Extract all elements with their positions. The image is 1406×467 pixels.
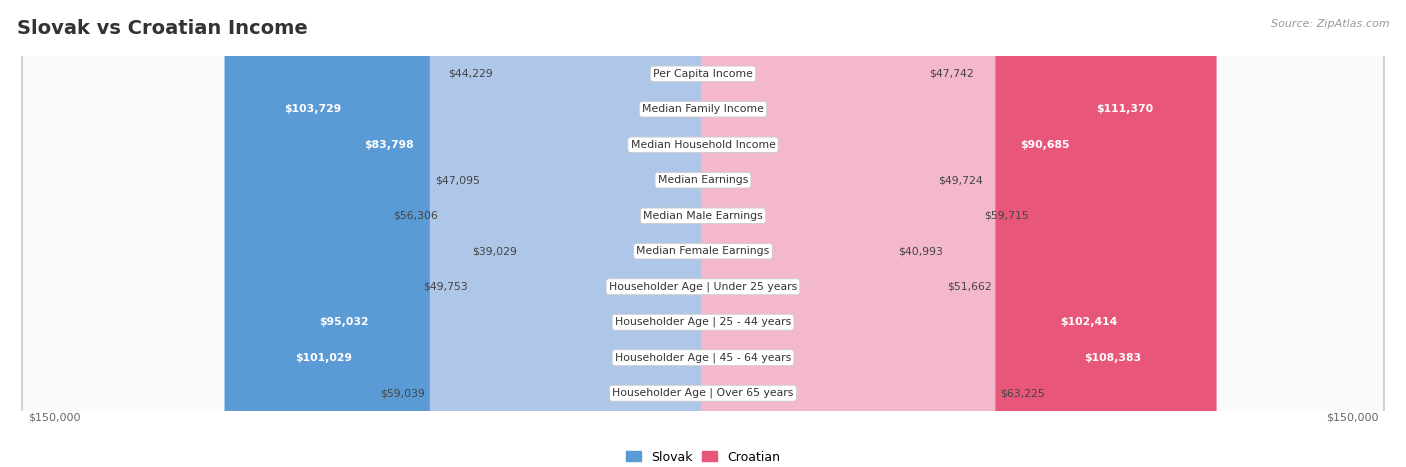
Text: $150,000: $150,000: [28, 413, 80, 423]
FancyBboxPatch shape: [702, 0, 980, 467]
Text: $51,662: $51,662: [948, 282, 991, 292]
Text: Median Family Income: Median Family Income: [643, 104, 763, 114]
FancyBboxPatch shape: [22, 0, 1384, 467]
FancyBboxPatch shape: [702, 0, 995, 467]
Text: $49,724: $49,724: [938, 175, 983, 185]
FancyBboxPatch shape: [498, 0, 704, 467]
Text: $47,095: $47,095: [434, 175, 479, 185]
Text: $56,306: $56,306: [392, 211, 437, 221]
FancyBboxPatch shape: [22, 0, 1384, 467]
FancyBboxPatch shape: [264, 0, 704, 467]
FancyBboxPatch shape: [443, 0, 704, 467]
Text: $95,032: $95,032: [319, 317, 368, 327]
Text: $49,753: $49,753: [423, 282, 468, 292]
Text: Slovak vs Croatian Income: Slovak vs Croatian Income: [17, 19, 308, 38]
FancyBboxPatch shape: [22, 0, 1384, 467]
Text: Median Household Income: Median Household Income: [630, 140, 776, 150]
Text: $102,414: $102,414: [1060, 317, 1116, 327]
FancyBboxPatch shape: [485, 0, 704, 467]
Text: Householder Age | Under 25 years: Householder Age | Under 25 years: [609, 282, 797, 292]
FancyBboxPatch shape: [225, 0, 704, 467]
FancyBboxPatch shape: [238, 0, 704, 467]
Text: Source: ZipAtlas.com: Source: ZipAtlas.com: [1271, 19, 1389, 28]
Text: Per Capita Income: Per Capita Income: [652, 69, 754, 79]
FancyBboxPatch shape: [702, 0, 924, 467]
Text: $83,798: $83,798: [364, 140, 413, 150]
Text: $90,685: $90,685: [1019, 140, 1070, 150]
Text: Median Male Earnings: Median Male Earnings: [643, 211, 763, 221]
Text: Householder Age | 25 - 44 years: Householder Age | 25 - 44 years: [614, 317, 792, 327]
Text: Householder Age | 45 - 64 years: Householder Age | 45 - 64 years: [614, 353, 792, 363]
Text: $150,000: $150,000: [1326, 413, 1378, 423]
Text: $101,029: $101,029: [295, 353, 352, 363]
FancyBboxPatch shape: [22, 0, 1384, 467]
Text: Householder Age | Over 65 years: Householder Age | Over 65 years: [612, 388, 794, 398]
FancyBboxPatch shape: [316, 0, 704, 467]
FancyBboxPatch shape: [22, 0, 1384, 467]
FancyBboxPatch shape: [702, 0, 934, 467]
Text: $59,715: $59,715: [984, 211, 1029, 221]
Text: Median Female Earnings: Median Female Earnings: [637, 246, 769, 256]
FancyBboxPatch shape: [702, 0, 1175, 467]
FancyBboxPatch shape: [702, 0, 1204, 467]
FancyBboxPatch shape: [22, 0, 1384, 467]
FancyBboxPatch shape: [702, 0, 942, 467]
FancyBboxPatch shape: [22, 0, 1384, 467]
FancyBboxPatch shape: [472, 0, 704, 467]
Text: $103,729: $103,729: [284, 104, 342, 114]
FancyBboxPatch shape: [702, 0, 1216, 467]
FancyBboxPatch shape: [22, 0, 1384, 467]
FancyBboxPatch shape: [522, 0, 704, 467]
Text: $111,370: $111,370: [1097, 104, 1153, 114]
Text: $63,225: $63,225: [1000, 388, 1045, 398]
Text: $47,742: $47,742: [929, 69, 974, 79]
Text: $108,383: $108,383: [1084, 353, 1142, 363]
Text: $44,229: $44,229: [449, 69, 494, 79]
Text: $59,039: $59,039: [380, 388, 425, 398]
FancyBboxPatch shape: [22, 0, 1384, 467]
FancyBboxPatch shape: [430, 0, 704, 467]
Text: $39,029: $39,029: [472, 246, 517, 256]
Legend: Slovak, Croatian: Slovak, Croatian: [621, 446, 785, 467]
FancyBboxPatch shape: [702, 0, 893, 467]
Text: $40,993: $40,993: [898, 246, 943, 256]
FancyBboxPatch shape: [702, 0, 1122, 467]
Text: Median Earnings: Median Earnings: [658, 175, 748, 185]
FancyBboxPatch shape: [22, 0, 1384, 467]
